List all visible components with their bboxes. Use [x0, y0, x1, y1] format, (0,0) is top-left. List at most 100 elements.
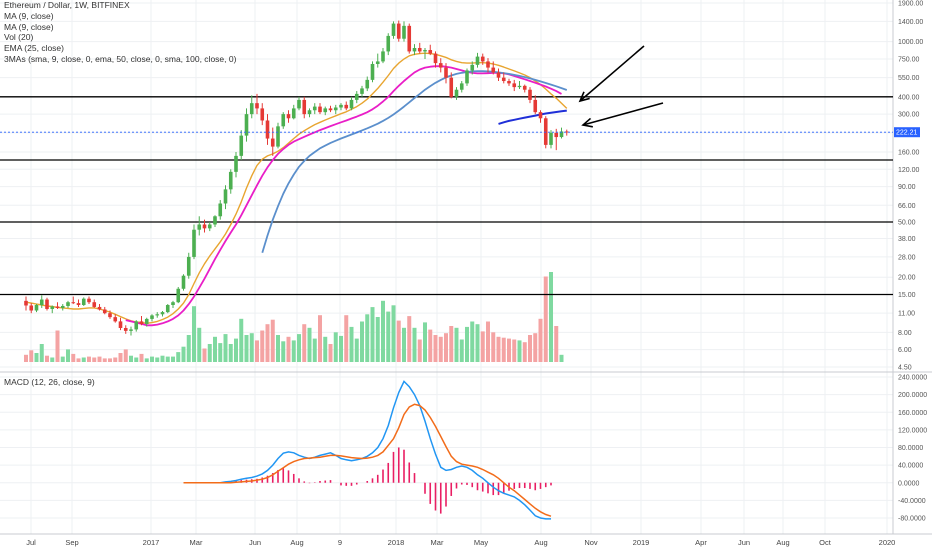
volume-bar [102, 358, 107, 362]
candle-body [192, 229, 196, 257]
volume-bar [312, 338, 317, 362]
candle-body [354, 93, 359, 100]
candle-body [423, 50, 427, 52]
study-ema[interactable]: EMA (25, close) [4, 43, 64, 54]
candle-body [417, 47, 422, 52]
volume-bar [213, 336, 217, 362]
macd-tick-label: 120.0000 [898, 427, 927, 434]
candle-body [333, 107, 338, 111]
study-3mas[interactable]: 3MAs (sma, 9, close, 0, ema, 50, close, … [4, 53, 237, 64]
volume-bar [202, 348, 207, 362]
volume-bar [286, 336, 291, 362]
time-tick-label: Sep [65, 538, 78, 547]
study-vol[interactable]: Vol (20) [4, 32, 34, 43]
candle-body [92, 302, 97, 307]
volume-bar [517, 340, 522, 362]
volume-bar [249, 333, 254, 362]
volume-bar [76, 358, 81, 362]
horizontal-levels[interactable] [0, 96, 893, 296]
candle-body [402, 25, 406, 39]
candle-body [381, 51, 385, 62]
volume-bar [50, 357, 55, 362]
macd-tick-label: 0.0000 [898, 480, 920, 487]
volume-bar [192, 306, 196, 362]
candle-body [150, 315, 154, 319]
volume-bar [449, 326, 454, 362]
price-tick-label: 15.00 [898, 292, 916, 299]
macd-pane [183, 380, 552, 520]
volume-bar [160, 355, 165, 362]
moving-averages [25, 52, 568, 327]
price-tick-label: 28.00 [898, 254, 916, 261]
candle-body [113, 317, 118, 322]
volume-bar [291, 340, 296, 362]
price-tick-label: 6.00 [898, 347, 912, 354]
candle-body [139, 321, 144, 324]
candle-body [60, 305, 65, 308]
ma-blue-line [498, 109, 567, 125]
candle-body [244, 114, 249, 136]
price-tick-label: 1400.00 [898, 19, 923, 26]
candle-body [102, 309, 107, 314]
candle-body [349, 99, 354, 109]
volume-bar [428, 329, 433, 362]
candle-body [491, 67, 496, 73]
candle-body [181, 275, 186, 289]
volume-bar [39, 344, 44, 362]
candle-body [302, 99, 307, 115]
volume-bar [538, 318, 543, 362]
candle-body [76, 303, 81, 306]
volume-bar [239, 318, 244, 362]
candle-body [538, 112, 543, 119]
volume-bar [512, 339, 517, 362]
volume-bar [34, 353, 39, 362]
study-ma-2[interactable]: MA (9, close) [4, 21, 54, 32]
volume-bar [554, 326, 559, 362]
macd-legend[interactable]: MACD (12, 26, close, 9) [4, 377, 95, 387]
time-tick-label: Aug [776, 538, 789, 547]
candle-body [144, 318, 149, 324]
candle-body [386, 35, 391, 52]
time-tick-label: Jun [249, 538, 261, 547]
volume-bar [543, 276, 548, 362]
volume-bar [480, 331, 485, 362]
candle-body [260, 108, 265, 121]
candle-body [449, 77, 454, 97]
volume-bar [328, 344, 333, 362]
symbol-title[interactable]: Ethereum / Dollar, 1W, BITFINEX [4, 0, 130, 10]
last-price-tag [894, 127, 920, 138]
candle-body [265, 120, 270, 139]
candle-body [160, 312, 165, 315]
candle-body [549, 132, 553, 145]
volume-bar [276, 335, 280, 362]
volume-bar [459, 339, 464, 362]
candle-body [475, 56, 480, 65]
arrow-lower [582, 102, 664, 126]
time-tick-label: Apr [695, 538, 707, 547]
volume-bar [218, 343, 223, 362]
volume-bars [24, 272, 564, 362]
volume-bar [165, 356, 170, 362]
candle-body [344, 104, 349, 109]
volume-bar [207, 344, 212, 362]
last-price-label: 222.21 [896, 130, 918, 137]
price-tick-label: 1000.00 [898, 39, 923, 46]
macd-tick-label: 240.0000 [898, 375, 927, 382]
study-ma-1[interactable]: MA (9, close) [4, 10, 54, 21]
ema-25-line [25, 52, 568, 324]
annotation-arrows[interactable] [578, 45, 664, 128]
candle-body [465, 70, 469, 84]
candle-body [480, 56, 485, 62]
time-tick-label: 2018 [388, 538, 405, 547]
candle-body [207, 224, 212, 229]
candle-body [81, 298, 86, 306]
time-tick-label: Aug [534, 538, 547, 547]
candle-body [312, 106, 317, 111]
candle-body [554, 132, 559, 138]
volume-bar [444, 333, 448, 362]
candle-body [97, 306, 102, 310]
candle-body [171, 302, 175, 306]
candle-body [249, 103, 254, 115]
candle-body [522, 85, 527, 90]
